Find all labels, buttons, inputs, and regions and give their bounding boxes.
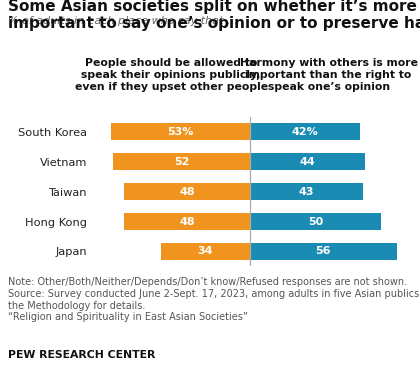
Bar	[250, 153, 365, 170]
Text: PEW RESEARCH CENTER: PEW RESEARCH CENTER	[8, 350, 156, 360]
Text: 34: 34	[197, 246, 213, 257]
Text: People should be allowed to
speak their opinions publicly,
even if they upset ot: People should be allowed to speak their …	[75, 58, 268, 92]
Text: 48: 48	[179, 216, 195, 227]
Text: 56: 56	[316, 246, 331, 257]
Bar	[124, 183, 250, 200]
Text: Harmony with others is more
important than the right to
speak one’s opinion: Harmony with others is more important th…	[240, 58, 417, 92]
Bar	[250, 123, 360, 141]
Bar	[124, 213, 250, 230]
Bar	[113, 153, 250, 170]
Text: 53%: 53%	[167, 127, 194, 137]
Text: % of adults in each place who say that …: % of adults in each place who say that …	[8, 16, 239, 26]
Text: 44: 44	[300, 157, 315, 167]
Text: Note: Other/Both/Neither/Depends/Don’t know/Refused responses are not shown.
Sou: Note: Other/Both/Neither/Depends/Don’t k…	[8, 277, 420, 322]
Text: 42%: 42%	[291, 127, 318, 137]
Text: 48: 48	[179, 187, 195, 197]
Text: Some Asian societies split on whether it’s more
important to say one’s opinion o: Some Asian societies split on whether it…	[8, 0, 420, 31]
Bar	[111, 123, 250, 141]
Bar	[250, 183, 363, 200]
Text: 43: 43	[299, 187, 314, 197]
Text: 50: 50	[308, 216, 323, 227]
Text: 52: 52	[174, 157, 189, 167]
Bar	[250, 213, 381, 230]
Bar	[250, 243, 397, 260]
Bar	[161, 243, 250, 260]
